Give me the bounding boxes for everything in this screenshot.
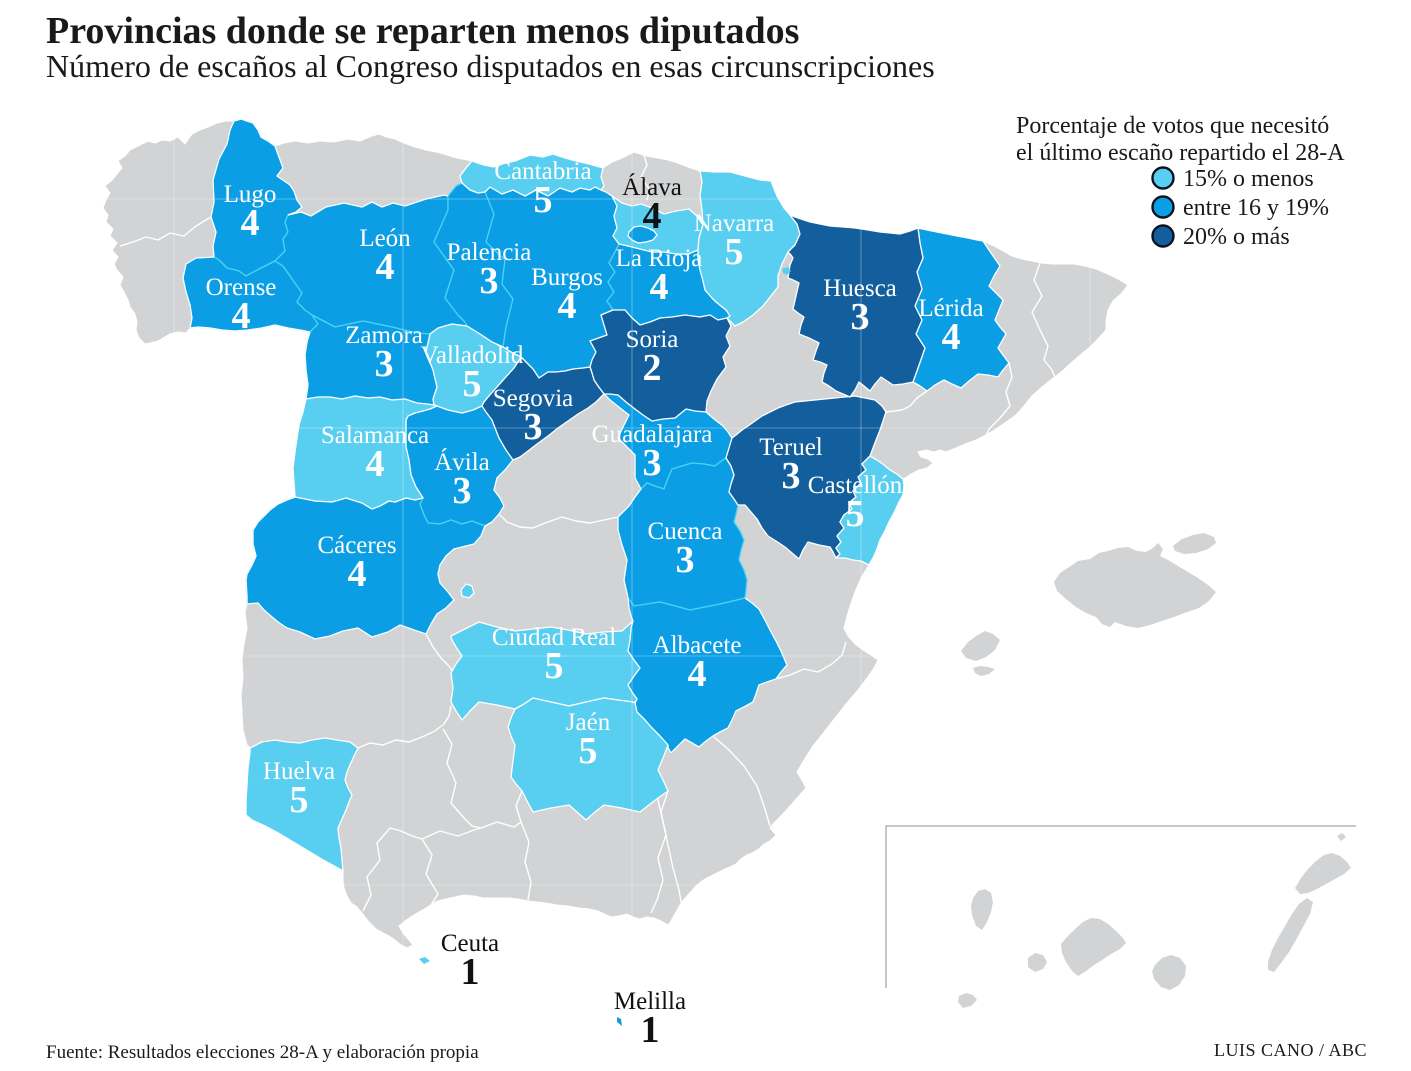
svg-text:1: 1 <box>641 1009 660 1051</box>
svg-text:Segovia: Segovia <box>493 385 574 412</box>
svg-text:Cuenca: Cuenca <box>648 518 723 545</box>
svg-text:Teruel: Teruel <box>759 434 823 461</box>
svg-text:Navarra: Navarra <box>694 210 775 237</box>
svg-text:4: 4 <box>366 443 385 485</box>
svg-text:4: 4 <box>241 202 260 244</box>
svg-text:Palencia: Palencia <box>447 239 532 266</box>
svg-text:2: 2 <box>643 347 662 389</box>
svg-text:Cantabria: Cantabria <box>494 158 591 185</box>
svg-text:5: 5 <box>846 493 865 535</box>
svg-text:Provincias donde se reparten m: Provincias donde se reparten menos diput… <box>46 10 799 52</box>
svg-text:entre 16 y 19%: entre 16 y 19% <box>1183 195 1329 221</box>
svg-text:15% o menos: 15% o menos <box>1183 166 1314 192</box>
svg-text:Melilla: Melilla <box>614 988 686 1015</box>
svg-text:3: 3 <box>375 343 394 385</box>
svg-text:Burgos: Burgos <box>531 264 603 291</box>
svg-text:5: 5 <box>725 231 744 273</box>
svg-text:3: 3 <box>782 455 801 497</box>
svg-text:Huesca: Huesca <box>823 275 897 302</box>
svg-text:Cáceres: Cáceres <box>317 532 396 559</box>
svg-text:Ávila: Ávila <box>434 448 490 476</box>
svg-text:Salamanca: Salamanca <box>321 422 429 449</box>
svg-text:Castellón: Castellón <box>808 472 903 499</box>
svg-text:León: León <box>359 225 411 252</box>
svg-text:4: 4 <box>942 316 961 358</box>
svg-text:1: 1 <box>461 951 480 993</box>
svg-text:Valladolid: Valladolid <box>421 342 524 369</box>
svg-text:3: 3 <box>524 406 543 448</box>
svg-text:5: 5 <box>545 645 564 687</box>
svg-text:Soria: Soria <box>626 326 679 353</box>
svg-text:5: 5 <box>579 730 598 772</box>
svg-text:3: 3 <box>643 442 662 484</box>
svg-text:Lugo: Lugo <box>224 181 277 208</box>
svg-text:Álava: Álava <box>622 173 682 201</box>
svg-text:Huelva: Huelva <box>263 758 335 785</box>
svg-text:4: 4 <box>558 285 577 327</box>
svg-text:La Rioja: La Rioja <box>616 245 703 272</box>
svg-text:Número de escaños al Congreso: Número de escaños al Congreso disputados… <box>46 48 935 84</box>
svg-text:el último escaño repartido el: el último escaño repartido el 28-A <box>1016 140 1345 166</box>
svg-text:4: 4 <box>232 295 251 337</box>
svg-text:4: 4 <box>688 653 707 695</box>
svg-text:5: 5 <box>534 179 553 221</box>
svg-text:3: 3 <box>453 470 472 512</box>
svg-text:4: 4 <box>643 195 662 237</box>
svg-text:LUIS CANO / ABC: LUIS CANO / ABC <box>1214 1040 1367 1060</box>
svg-text:3: 3 <box>851 296 870 338</box>
svg-text:20% o más: 20% o más <box>1183 224 1290 250</box>
svg-text:Guadalajara: Guadalajara <box>592 421 713 448</box>
svg-text:Zamora: Zamora <box>345 322 423 349</box>
svg-text:3: 3 <box>676 539 695 581</box>
svg-text:Fuente: Resultados elecciones: Fuente: Resultados elecciones 28-A y ela… <box>46 1042 479 1063</box>
svg-text:4: 4 <box>348 553 367 595</box>
svg-text:5: 5 <box>463 363 482 405</box>
svg-text:3: 3 <box>480 260 499 302</box>
svg-text:Orense: Orense <box>206 274 277 301</box>
svg-text:Albacete: Albacete <box>653 632 742 659</box>
svg-text:4: 4 <box>376 246 395 288</box>
svg-text:5: 5 <box>290 779 309 821</box>
svg-text:Ceuta: Ceuta <box>441 930 499 957</box>
svg-text:Ciudad Real: Ciudad Real <box>492 624 616 651</box>
svg-text:Porcentaje de votos que necesi: Porcentaje de votos que necesitó <box>1016 113 1329 139</box>
svg-text:Lérida: Lérida <box>918 295 983 322</box>
svg-text:Jaén: Jaén <box>566 709 611 736</box>
svg-text:4: 4 <box>650 266 669 308</box>
